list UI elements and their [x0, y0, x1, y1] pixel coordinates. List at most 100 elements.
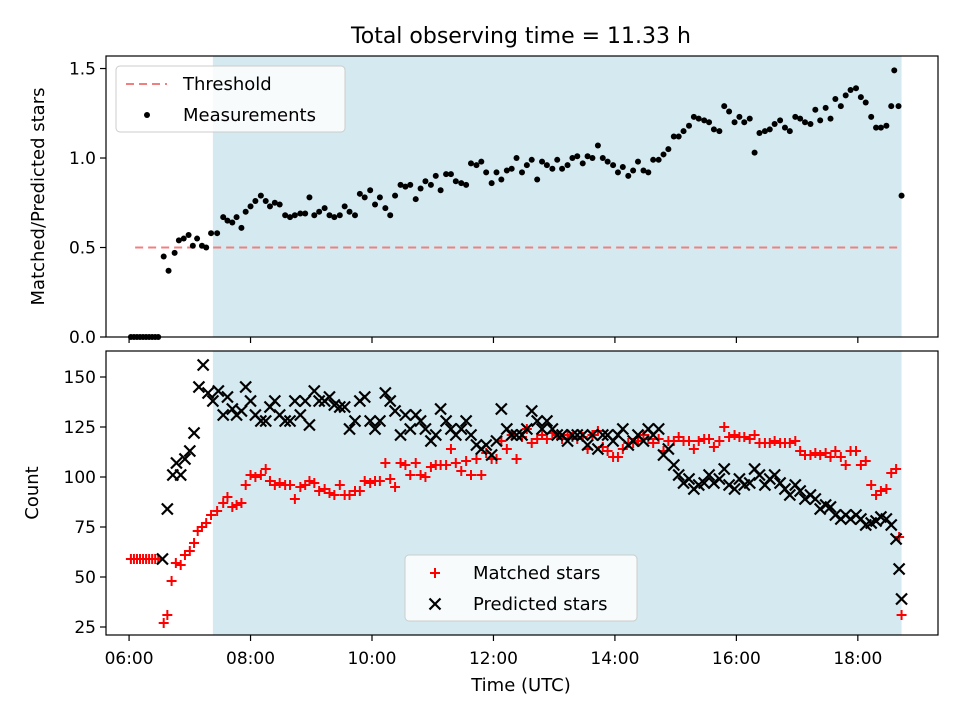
matched-star-point [729, 430, 740, 440]
y-tick-label: 25 [74, 618, 96, 638]
matched-star-point [465, 470, 476, 480]
predicted-star-point [510, 428, 523, 442]
predicted-star-point [388, 404, 402, 418]
matched-star-point [329, 490, 340, 500]
measurement-point [498, 176, 505, 183]
measurement-point [287, 214, 294, 221]
measurement-point [686, 122, 693, 129]
matched-star-point [285, 480, 296, 490]
y-tick-label: 1.0 [69, 149, 96, 169]
matched-star-point [344, 490, 355, 500]
top-y-axis-label: Matched/Predicted stars [28, 88, 49, 306]
matched-star-point [201, 518, 212, 528]
measurement-point [483, 169, 490, 176]
measurement-point [458, 180, 465, 187]
measurement-point [837, 103, 844, 110]
predicted-star-point [596, 428, 610, 442]
predicted-star-point [348, 414, 362, 428]
measurement-point [569, 155, 576, 162]
predicted-star-point [662, 442, 675, 456]
measurement-point [242, 208, 249, 215]
matched-star-point [688, 444, 699, 454]
legend-box [115, 65, 346, 133]
matched-star-point [410, 458, 421, 468]
measurement-point [367, 187, 374, 194]
predicted-star-point [383, 394, 397, 408]
matched-star-point [231, 500, 242, 510]
predicted-star-point [464, 428, 478, 442]
predicted-star-point [566, 428, 579, 442]
matched-star-point [400, 460, 411, 470]
matched-star-point [501, 444, 512, 454]
predicted-star-point [187, 426, 201, 440]
predicted-star-point [652, 422, 665, 436]
predicted-star-point [672, 468, 685, 482]
measurement-point [660, 151, 667, 158]
matched-star-point [324, 488, 335, 498]
matched-star-point [420, 472, 431, 482]
measurement-point [736, 113, 743, 120]
matched-star-point [158, 618, 169, 628]
predicted-star-point [439, 414, 453, 428]
measurement-point [891, 67, 898, 74]
predicted-star-point [717, 462, 731, 476]
matched-star-point [441, 460, 452, 470]
matched-star-point [269, 480, 280, 490]
top-panel: 0.0 0.5 1.0 1.5 Matched/Predicted stars Thr… [28, 55, 939, 348]
predicted-star-point [201, 386, 215, 400]
measurement-point [746, 115, 753, 122]
legend-predicted-label: Predicted stars [473, 594, 607, 615]
predicted-star-point [368, 422, 382, 436]
measurement-point [579, 160, 586, 167]
matched-star-point [240, 480, 251, 490]
predicted-star-point [783, 488, 797, 502]
measurement-point [543, 162, 550, 169]
matched-star-point [790, 436, 801, 446]
matched-star-point [714, 436, 725, 446]
predicted-star-point [235, 404, 248, 418]
bottom-y-axis: 25 50 75 100 125 150 [64, 368, 106, 638]
predicted-star-point [540, 414, 554, 428]
x-tick-label: 12:00 [469, 649, 518, 669]
matched-star-point [415, 470, 426, 480]
x-tick-label: 08:00 [226, 649, 275, 669]
matched-star-point [245, 470, 256, 480]
matched-star-point [840, 460, 851, 470]
matched-star-point [289, 494, 300, 504]
measurement-point [247, 203, 254, 210]
predicted-star-point [682, 472, 696, 486]
measurement-point [180, 235, 187, 242]
matched-star-point [218, 498, 229, 508]
measurement-point [402, 183, 409, 190]
predicted-star-point [259, 414, 272, 428]
matched-star-point [354, 486, 365, 496]
measurement-point [589, 155, 596, 162]
predicted-star-point [743, 476, 757, 490]
predicted-star-point [884, 518, 898, 532]
measurement-point [822, 104, 829, 111]
measurement-point [539, 158, 546, 165]
matched-star-point [471, 454, 482, 464]
bottom-y-axis-label: Count [22, 466, 43, 519]
measurement-point [397, 181, 404, 188]
measurement-point [412, 196, 419, 203]
legend-box [404, 554, 638, 622]
measurement-point [604, 158, 611, 165]
measurement-point [229, 219, 236, 226]
measurement-point [895, 103, 902, 110]
measurement-point [640, 167, 647, 174]
predicted-star-point [394, 428, 407, 442]
predicted-star-point [525, 404, 538, 418]
measurement-point [832, 95, 839, 102]
measurement-point [857, 94, 864, 101]
measurement-point [175, 237, 182, 244]
measurement-point [326, 212, 333, 219]
measurement-point [432, 172, 439, 179]
measurement-point [721, 103, 728, 110]
measurement-point [473, 162, 480, 169]
measurement-point [690, 113, 697, 120]
predicted-star-point [753, 468, 766, 482]
matched-star-point [891, 464, 902, 474]
bottom-plot-frame [105, 350, 939, 636]
measurement-point [302, 210, 309, 217]
